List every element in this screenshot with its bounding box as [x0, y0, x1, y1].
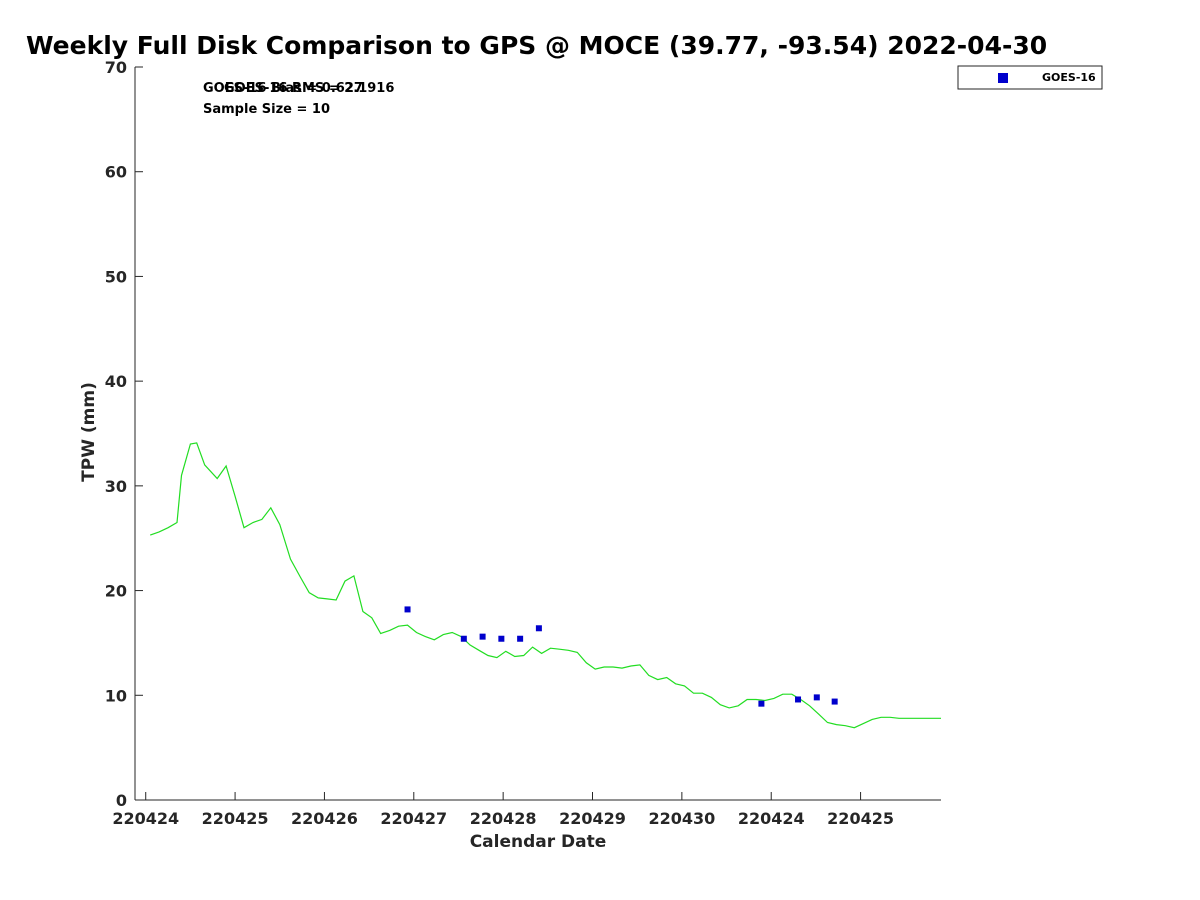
x-tick-label: 220430 — [648, 809, 715, 828]
x-tick-label: 220424 — [112, 809, 179, 828]
y-tick-label: 40 — [105, 372, 127, 391]
sample-size-annotation: Sample Size = 10 — [203, 102, 330, 117]
goes-16-point — [758, 700, 765, 707]
gps-series-line — [149, 442, 941, 729]
legend-marker — [998, 73, 1008, 83]
y-tick-label: 50 — [105, 267, 127, 286]
goes-16-point — [517, 635, 524, 642]
legend-label: GOES-16 — [1042, 71, 1096, 84]
y-tick-label: 70 — [105, 58, 127, 77]
goes-16-point — [460, 635, 467, 642]
bias-annotation: GOES-16 Bias = 0.627 — [203, 81, 363, 96]
goes-16-point — [479, 633, 486, 640]
x-tick-label: 220424 — [738, 809, 805, 828]
x-tick-label: 220428 — [470, 809, 537, 828]
x-tick-label: 220426 — [291, 809, 358, 828]
goes-16-point — [831, 698, 838, 705]
legend-box — [957, 65, 1103, 90]
y-tick-label: 60 — [105, 163, 127, 182]
x-tick-label: 220425 — [827, 809, 894, 828]
goes-16-point — [498, 635, 505, 642]
plot-area — [149, 442, 941, 729]
rms-annotation: GOES-16 RMS = 2.1916 — [224, 81, 394, 96]
x-tick-label: 220425 — [202, 809, 269, 828]
goes-16-point — [404, 606, 411, 613]
y-tick-label: 30 — [105, 477, 127, 496]
chart-title: Weekly Full Disk Comparison to GPS @ MOC… — [26, 31, 1047, 60]
y-tick-label: 10 — [105, 686, 127, 705]
legend: GOES-16 — [957, 65, 1103, 90]
y-axis-label: TPW (mm) — [79, 382, 99, 482]
goes-16-point — [795, 696, 802, 703]
x-tick-label: 220427 — [380, 809, 447, 828]
goes-16-point — [813, 694, 820, 701]
y-tick-label: 0 — [116, 791, 127, 810]
goes-16-point — [535, 625, 542, 632]
x-tick-label: 220429 — [559, 809, 626, 828]
x-axis-label: Calendar Date — [470, 832, 607, 852]
y-tick-label: 20 — [105, 582, 127, 601]
axes: 0 10 20 30 40 50 60 70 220424 220425 220426 220427 2… — [105, 58, 941, 828]
